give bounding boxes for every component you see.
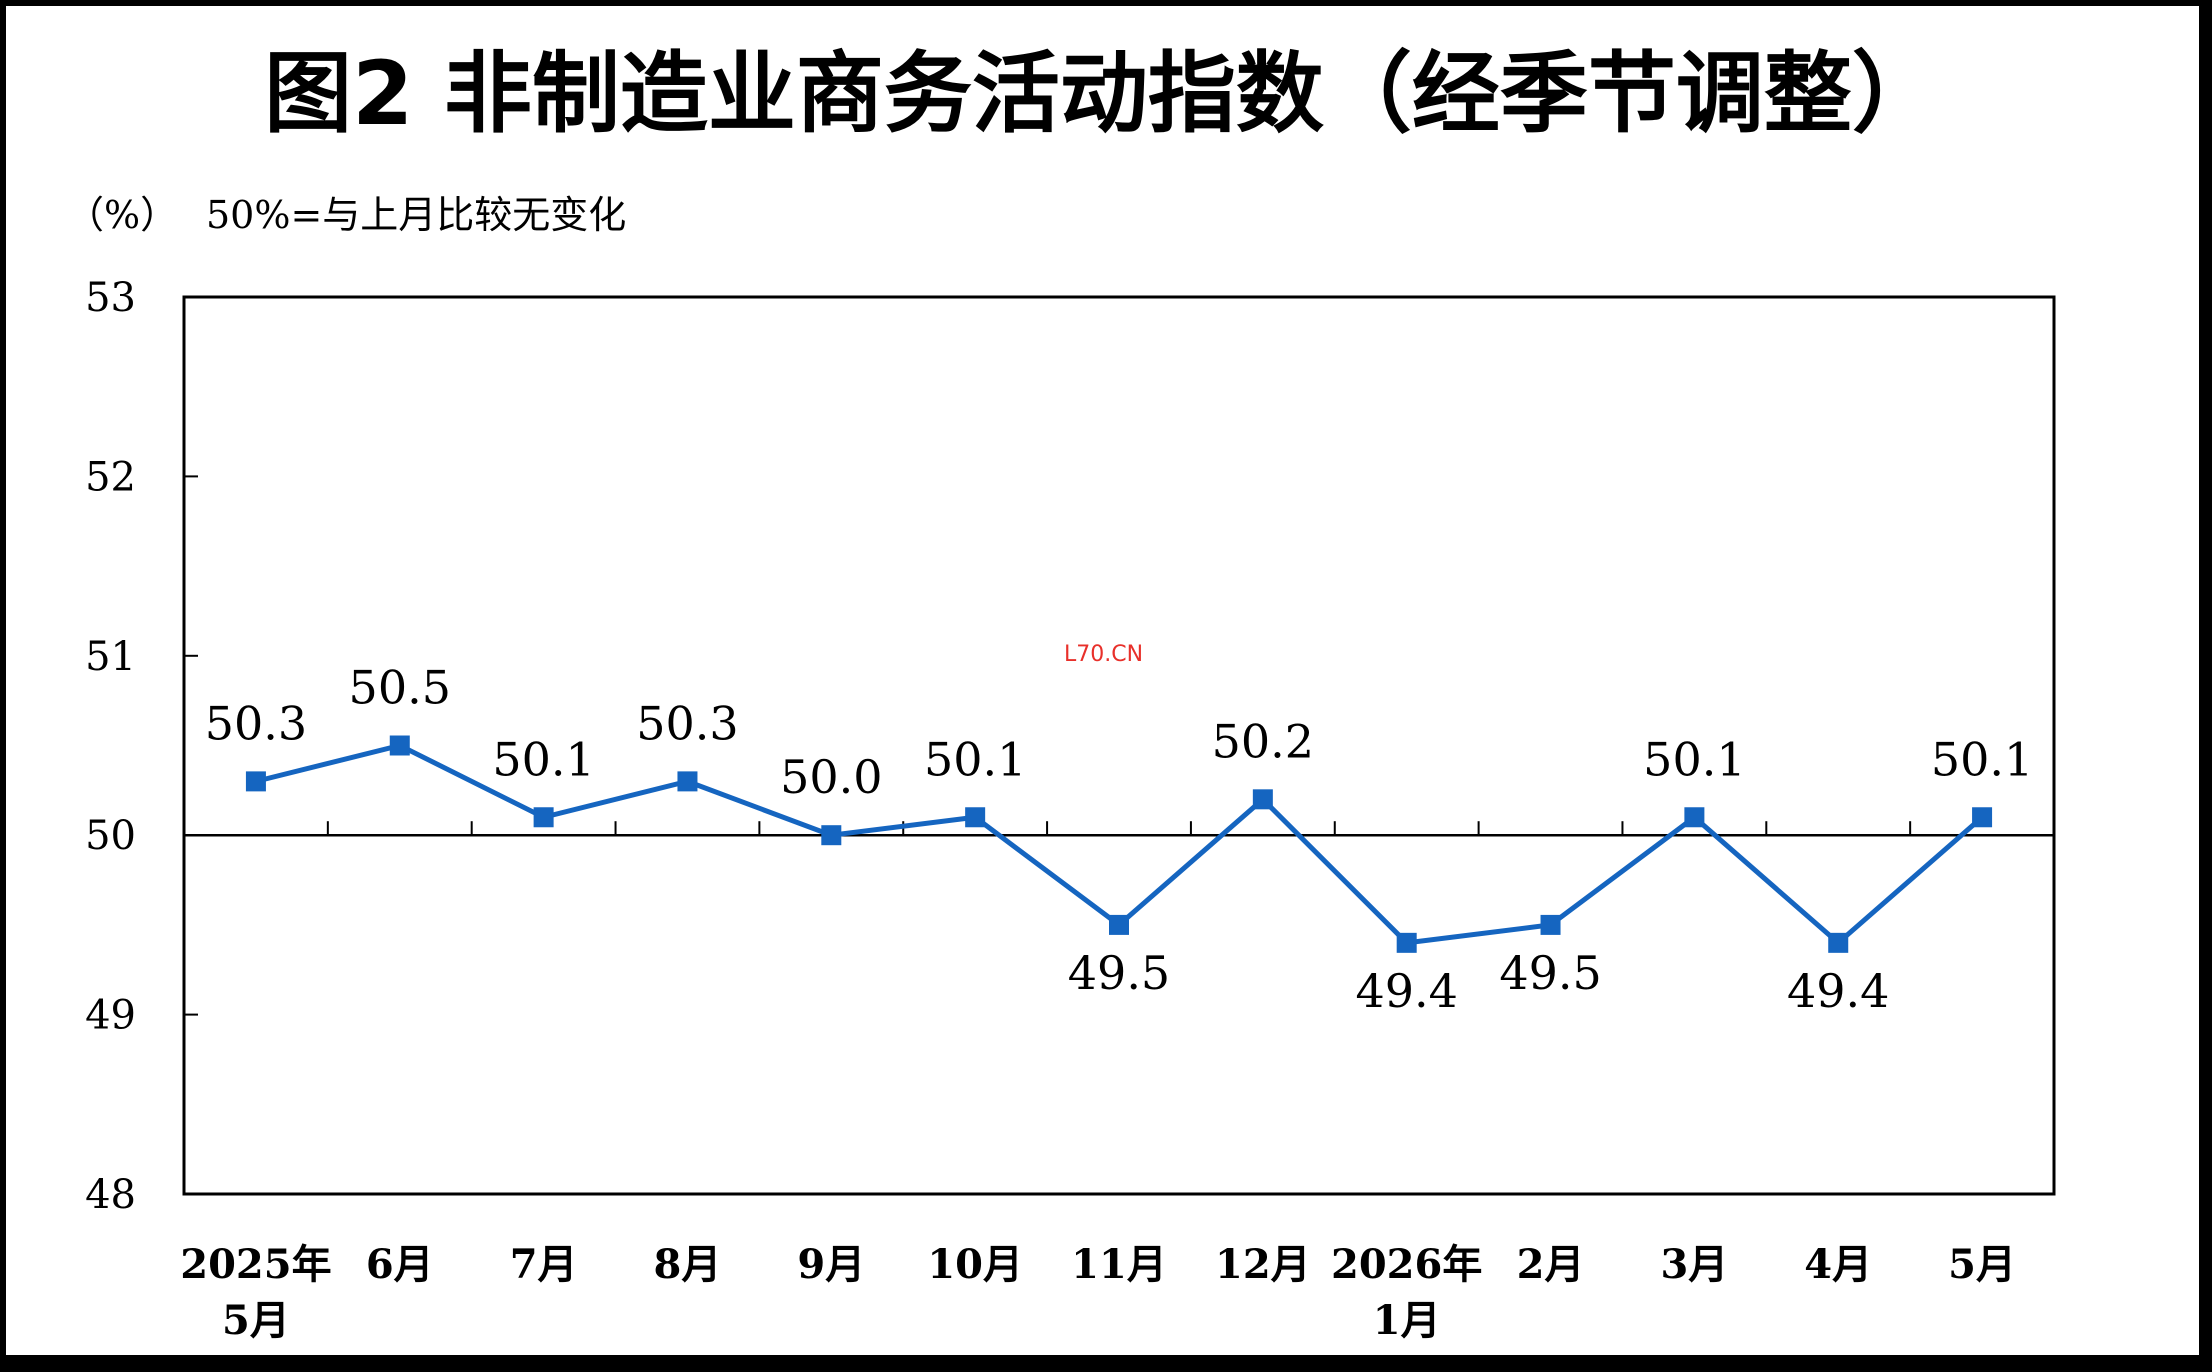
x-category-label: 10月	[927, 1241, 1023, 1288]
plot-border	[182, 295, 2056, 1196]
x-category-label: 2月	[1517, 1241, 1585, 1288]
x-category-label: 2026年	[1331, 1241, 1482, 1288]
data-label: 50.3	[636, 696, 738, 750]
y-unit-label: （%）	[66, 193, 178, 237]
data-label: 50.1	[924, 732, 1026, 786]
y-tick-label: 52	[85, 454, 136, 500]
plot-area: 48 49 50 51 52 53 2025年 5月 6月 7月 8月 9月 10月 11月 12月 2026…	[85, 275, 2056, 1344]
data-point-marker	[821, 825, 842, 846]
y-tick-label: 48	[85, 1172, 136, 1218]
x-category-label: 9月	[797, 1241, 865, 1288]
data-point-marker	[533, 807, 554, 828]
data-point-marker	[1540, 914, 1561, 935]
x-category-label: 3月	[1660, 1241, 1728, 1288]
data-point-marker	[389, 735, 410, 756]
x-category-label: 5月	[222, 1297, 290, 1344]
data-point-marker	[1972, 807, 1993, 828]
data-label: 50.1	[1931, 732, 2033, 786]
data-label: 49.4	[1355, 964, 1457, 1018]
x-category-label: 2025年	[180, 1241, 331, 1288]
chart-frame: 图2 非制造业商务活动指数（经季节调整） （%） 50%=与上月比较无变化 48…	[6, 6, 2199, 1355]
data-point-marker	[965, 807, 986, 828]
x-category-label: 11月	[1071, 1241, 1167, 1288]
data-label: 50.1	[492, 732, 594, 786]
data-label: 49.5	[1499, 946, 1601, 1000]
x-category-label: 6月	[366, 1241, 434, 1288]
data-point-marker	[1252, 789, 1273, 810]
x-category-label: 12月	[1215, 1241, 1311, 1288]
data-label: 50.2	[1212, 714, 1314, 768]
data-label: 50.0	[780, 750, 882, 804]
x-category-label: 4月	[1804, 1241, 1872, 1288]
data-point-marker	[1109, 914, 1129, 935]
reference-note: 50%=与上月比较无变化	[206, 193, 626, 237]
data-label: 49.4	[1787, 964, 1889, 1018]
chart-title: 图2 非制造业商务活动指数（经季节调整）	[264, 42, 1940, 145]
data-label: 50.5	[349, 661, 451, 715]
y-tick-label: 53	[85, 275, 136, 321]
x-category-label: 1月	[1373, 1297, 1441, 1344]
data-point-marker	[245, 771, 266, 792]
y-tick-label: 51	[85, 634, 136, 680]
data-point-marker	[1396, 932, 1417, 953]
chart-svg: 图2 非制造业商务活动指数（经季节调整） （%） 50%=与上月比较无变化 48…	[66, 42, 2056, 1344]
x-category-label: 5月	[1948, 1241, 2016, 1288]
y-tick-label: 50	[85, 813, 136, 859]
data-label: 50.1	[1643, 732, 1745, 786]
y-tick-label: 49	[85, 993, 136, 1039]
x-category-label: 7月	[510, 1241, 578, 1288]
data-point-marker	[677, 771, 698, 792]
data-label: 50.3	[205, 696, 307, 750]
data-point-marker	[1828, 932, 1849, 953]
data-label: 49.5	[1068, 946, 1170, 1000]
watermark-text: L70.CN	[1064, 642, 1143, 667]
x-category-label: 8月	[654, 1241, 722, 1288]
data-point-marker	[1684, 807, 1705, 828]
